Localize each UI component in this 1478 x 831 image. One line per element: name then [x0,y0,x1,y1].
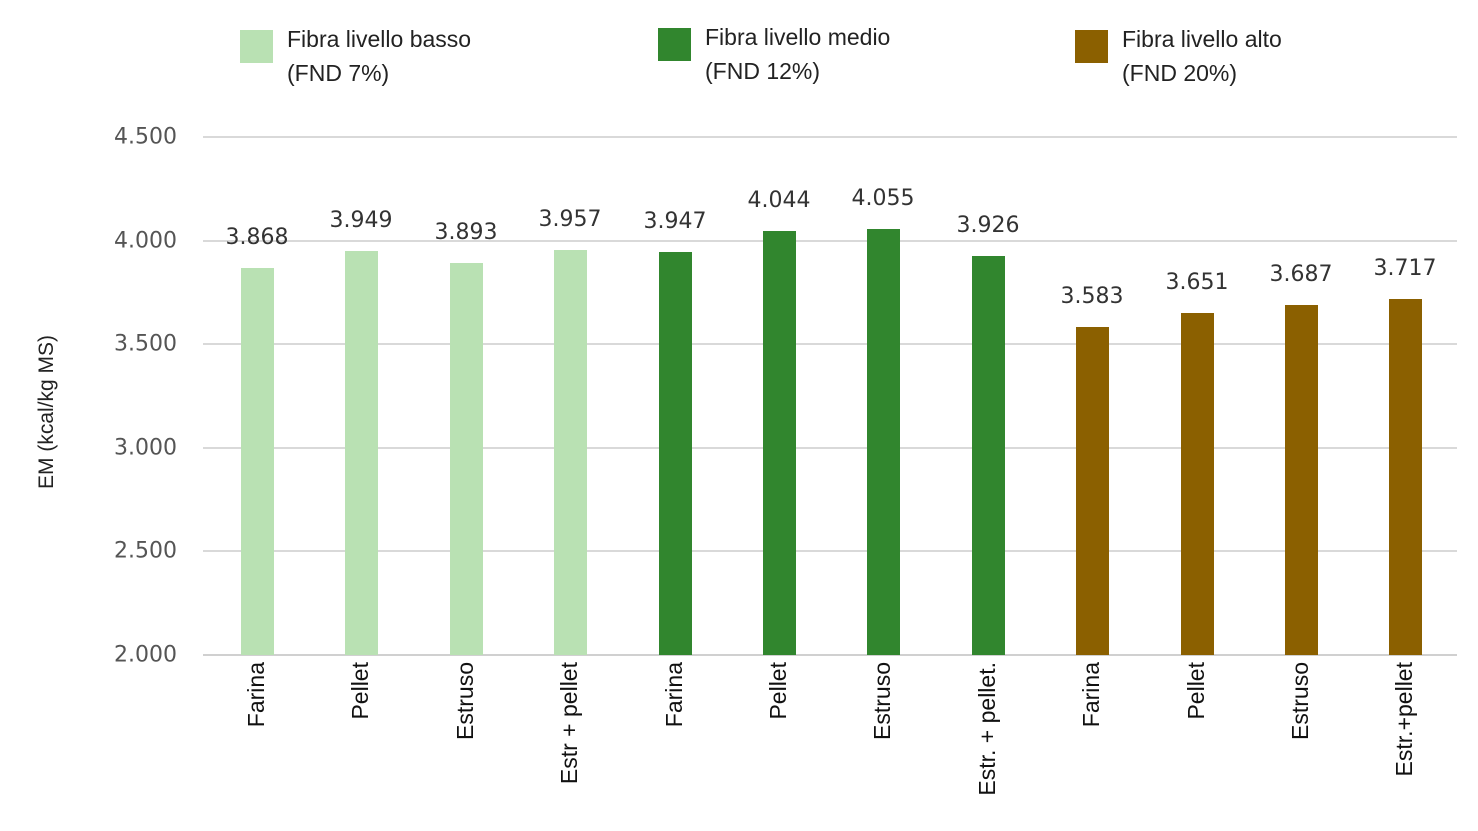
legend-line1: Fibra livello basso [287,26,472,52]
legend-text: Fibra livello alto (FND 20%) [1122,22,1282,90]
x-tick-label: Farina [1078,662,1104,728]
bar [867,229,900,655]
y-tick-label: 4.000 [114,228,177,254]
bar-value-label: 3.947 [643,208,707,234]
bar [763,231,796,655]
legend-line2: (FND 7%) [287,60,390,86]
bar-value-label: 4.055 [851,186,915,212]
bar [450,262,483,655]
x-tick-label: Pellet [1183,662,1209,720]
x-tick-label: Farina [243,662,269,728]
legend-item: Fibra livello medio (FND 12%) [658,20,890,88]
gridline [203,239,1457,242]
bar-value-label: 3.926 [956,212,1020,238]
x-axis-line [203,654,1457,656]
bar [345,251,378,655]
bar-value-label: 3.651 [1165,269,1229,295]
bar-value-label: 3.949 [329,208,393,234]
legend-item: Fibra livello basso (FND 7%) [240,22,471,90]
bar [1285,305,1318,655]
bar [1181,312,1214,655]
x-tick-label: Estr.+pellet [1391,662,1417,777]
y-axis-label: EM (kcal/kg MS) [35,334,58,490]
y-tick-label: 3.500 [114,331,177,357]
gridline [203,446,1457,449]
bar [1389,299,1422,655]
x-tick-label: Estr. + pellet. [974,662,1000,796]
x-tick-label: Farina [661,662,687,728]
bar-value-label: 3.957 [538,206,602,232]
legend-text: Fibra livello basso (FND 7%) [287,22,471,90]
legend-swatch [1075,30,1108,63]
gridline [203,343,1457,346]
bar [1076,327,1109,655]
legend-line2: (FND 20%) [1122,60,1238,86]
bar-value-label: 3.583 [1060,284,1124,309]
bar [972,255,1005,655]
x-tick-label: Pellet [765,662,791,720]
legend-line2: (FND 12%) [705,58,821,84]
x-tick-label: Estruso [452,662,478,740]
y-tick-label: 4.500 [114,124,177,150]
legend-swatch [240,30,273,63]
y-tick-label: 2.500 [114,538,177,564]
x-tick-label: Estruso [1287,662,1313,740]
bar-value-label: 3.893 [434,219,498,245]
gridline [203,550,1457,553]
x-tick-label: Estr + pellet [556,662,582,785]
bar-value-label: 4.044 [747,188,811,214]
bar [659,251,692,655]
legend-text: Fibra livello medio (FND 12%) [705,20,890,88]
legend-line1: Fibra livello alto [1122,26,1282,52]
gridline [203,136,1457,138]
legend-swatch [658,28,691,61]
y-tick-label: 3.000 [114,435,177,461]
bar [241,267,274,655]
legend-line1: Fibra livello medio [705,24,891,50]
bar-value-label: 3.687 [1269,262,1333,288]
x-tick-label: Estruso [869,662,895,740]
bar-value-label: 3.717 [1373,256,1437,282]
legend-item: Fibra livello alto (FND 20%) [1075,22,1282,90]
bar-value-label: 3.868 [225,224,289,250]
y-tick-label: 2.000 [114,642,177,668]
x-tick-label: Pellet [347,662,373,720]
bar [554,249,587,655]
